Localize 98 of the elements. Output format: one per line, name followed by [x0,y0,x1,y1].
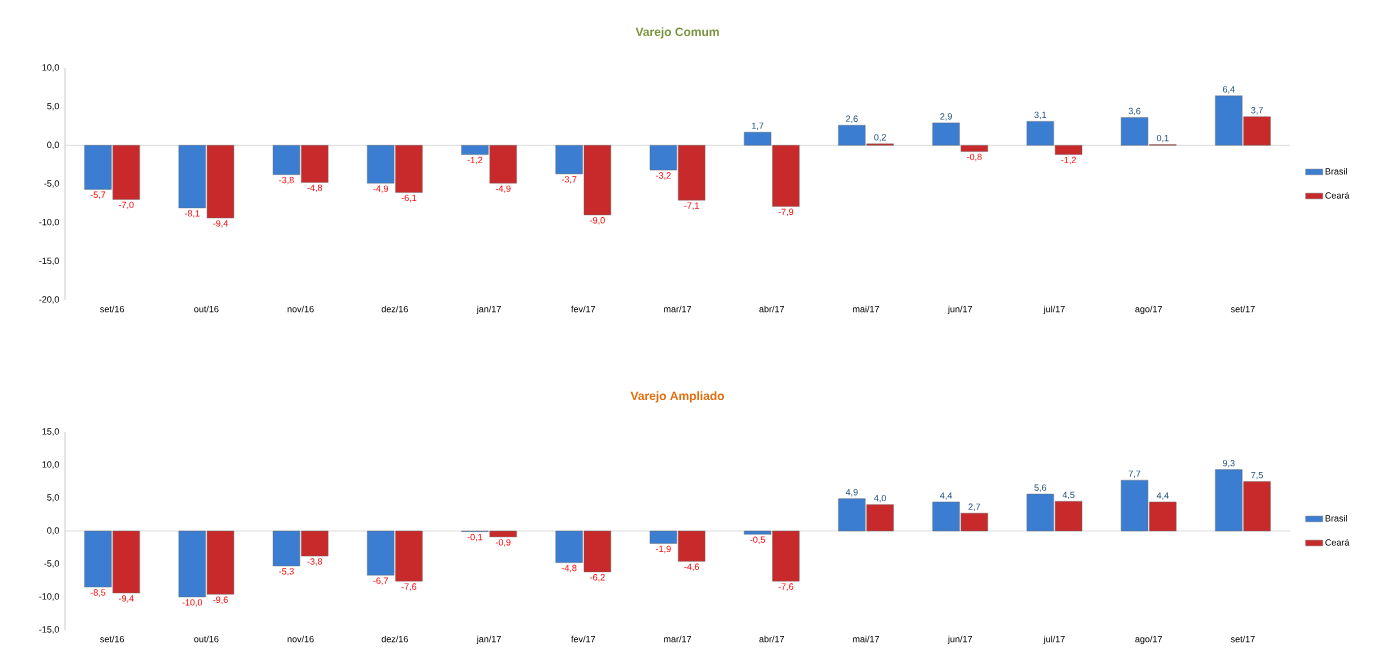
y-tick-label: 10,0 [42,64,59,72]
y-tick-label: 0,0 [47,141,59,150]
y-tick-label: 0,0 [47,527,59,535]
y-tick-label: -5,0 [44,560,59,568]
chart-title: Varejo Comum [635,27,719,39]
data-label: -4,9 [495,185,511,193]
x-tick-label: fev/17 [571,635,596,643]
data-label: -9,0 [590,217,605,225]
x-tick-label: mar/17 [664,305,692,313]
data-label: 4,5 [1062,491,1075,500]
data-label: -5,7 [90,191,106,199]
data-label: -3,8 [279,176,294,185]
data-label: -6,2 [590,574,605,582]
data-label: 3,1 [1034,111,1047,120]
data-label: -5,3 [279,568,294,576]
data-label: -6,7 [373,577,388,585]
data-label: -4,8 [307,184,323,193]
legend-label: Brasil [1325,514,1347,522]
data-label: 4,9 [845,489,858,497]
data-label: -10,0 [182,599,203,607]
data-label: -3,7 [561,176,577,184]
x-tick-label: mai/17 [853,305,880,313]
data-label: 1,7 [752,122,764,130]
data-label: -0,8 [966,153,982,162]
data-label: 3,7 [1251,107,1263,115]
data-label: -1,2 [1061,156,1076,165]
data-label: -4,9 [373,185,389,193]
chart-title: Varejo Ampliado [630,391,725,403]
legend-label: Ceará [1325,538,1350,546]
x-tick-label: set/16 [100,305,124,313]
x-tick-label: ago/17 [1135,305,1162,315]
data-label: 4,0 [874,494,887,503]
data-label: 5,6 [1034,484,1047,492]
legend-label: Brasil [1325,167,1347,175]
legend-label: Ceará [1325,191,1350,199]
data-label: -7,1 [684,202,699,210]
data-label: -7,0 [118,201,134,210]
x-tick-label: abr/17 [759,305,785,313]
y-tick-label: -20,0 [39,296,59,304]
data-label: 2,6 [846,115,858,124]
data-label: -9,6 [213,596,228,604]
data-label: 7,7 [1128,470,1141,478]
data-label: 2,7 [968,503,981,511]
data-label: -8,1 [184,210,200,218]
data-label: -7,9 [778,208,794,217]
x-tick-label: nov/16 [287,635,314,643]
x-tick-label: jun/17 [947,305,972,315]
data-label: -8,5 [90,589,106,597]
data-label: 0,2 [874,134,886,142]
data-label: 7,5 [1251,471,1263,480]
data-label: -7,6 [778,583,794,591]
x-tick-label: fev/17 [571,305,596,313]
data-label: -9,4 [213,220,228,228]
x-tick-label: nov/16 [287,305,314,313]
x-tick-label: dez/16 [381,635,408,643]
y-tick-label: -10,0 [39,593,59,601]
x-tick-label: dez/16 [381,305,408,313]
x-tick-label: out/16 [194,635,219,643]
y-tick-label: -15,0 [39,257,59,266]
y-tick-label: -15,0 [39,626,59,634]
x-tick-label: mai/17 [853,635,880,643]
x-tick-label: set/17 [1230,305,1255,313]
x-tick-label: out/16 [194,305,219,313]
x-tick-label: mar/17 [664,635,692,643]
data-label: -7,6 [401,583,417,591]
data-label: -0,5 [750,536,765,544]
data-label: 0,1 [1156,134,1169,143]
data-label: -1,2 [467,156,483,165]
data-label: -3,2 [656,172,671,180]
data-label: -0,1 [467,533,483,542]
y-tick-label: -5,0 [44,180,59,188]
x-tick-label: jan/17 [476,635,501,645]
x-tick-label: set/16 [100,635,124,643]
data-label: 9,3 [1222,459,1235,468]
data-label: -9,4 [118,595,134,603]
y-tick-label: 10,0 [42,461,59,469]
data-label: -4,6 [684,563,700,571]
data-label: -4,8 [561,564,577,573]
data-label: 4,4 [1156,492,1169,500]
x-tick-label: jan/17 [476,305,501,315]
y-tick-label: 15,0 [42,428,59,436]
x-tick-label: abr/17 [759,635,785,643]
data-label: -1,9 [656,545,671,554]
data-label: -0,9 [495,539,511,547]
y-tick-label: 5,0 [47,494,59,502]
x-tick-label: ago/17 [1135,635,1162,645]
x-tick-label: jul/17 [1043,635,1065,645]
y-tick-label: -10,0 [39,218,59,227]
data-label: -6,1 [401,194,417,203]
y-tick-label: 5,0 [47,102,59,111]
data-label: 3,6 [1128,107,1141,116]
data-label: -3,8 [307,558,323,566]
x-tick-label: jun/17 [947,635,972,645]
data-label: 6,4 [1222,86,1235,94]
x-tick-label: jul/17 [1043,305,1065,315]
data-label: 2,9 [940,113,952,121]
data-label: 4,4 [940,492,953,500]
x-tick-label: set/17 [1230,635,1255,643]
